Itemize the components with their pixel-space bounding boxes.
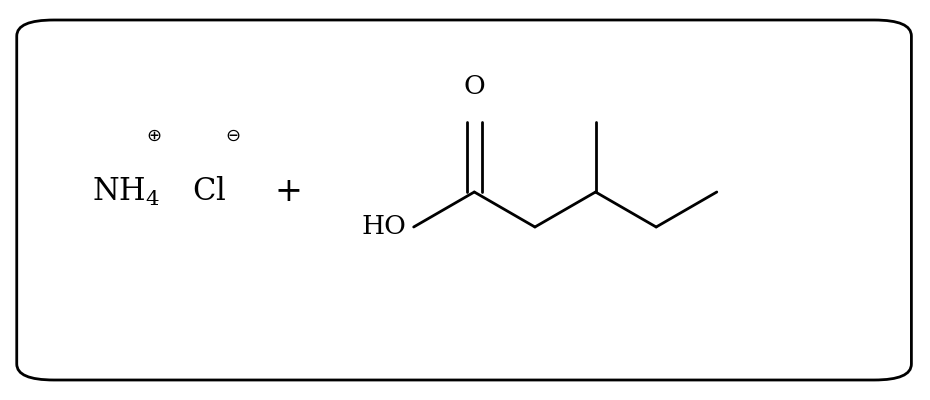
- Text: $\mathregular{NH_4}$: $\mathregular{NH_4}$: [91, 176, 160, 208]
- Text: +: +: [274, 176, 302, 208]
- Text: $\mathregular{Cl}$: $\mathregular{Cl}$: [193, 176, 226, 208]
- Text: HO: HO: [362, 214, 406, 240]
- Text: $\oplus$: $\oplus$: [146, 127, 161, 145]
- Text: O: O: [463, 74, 485, 98]
- Text: $\ominus$: $\ominus$: [225, 127, 240, 145]
- FancyBboxPatch shape: [17, 20, 911, 380]
